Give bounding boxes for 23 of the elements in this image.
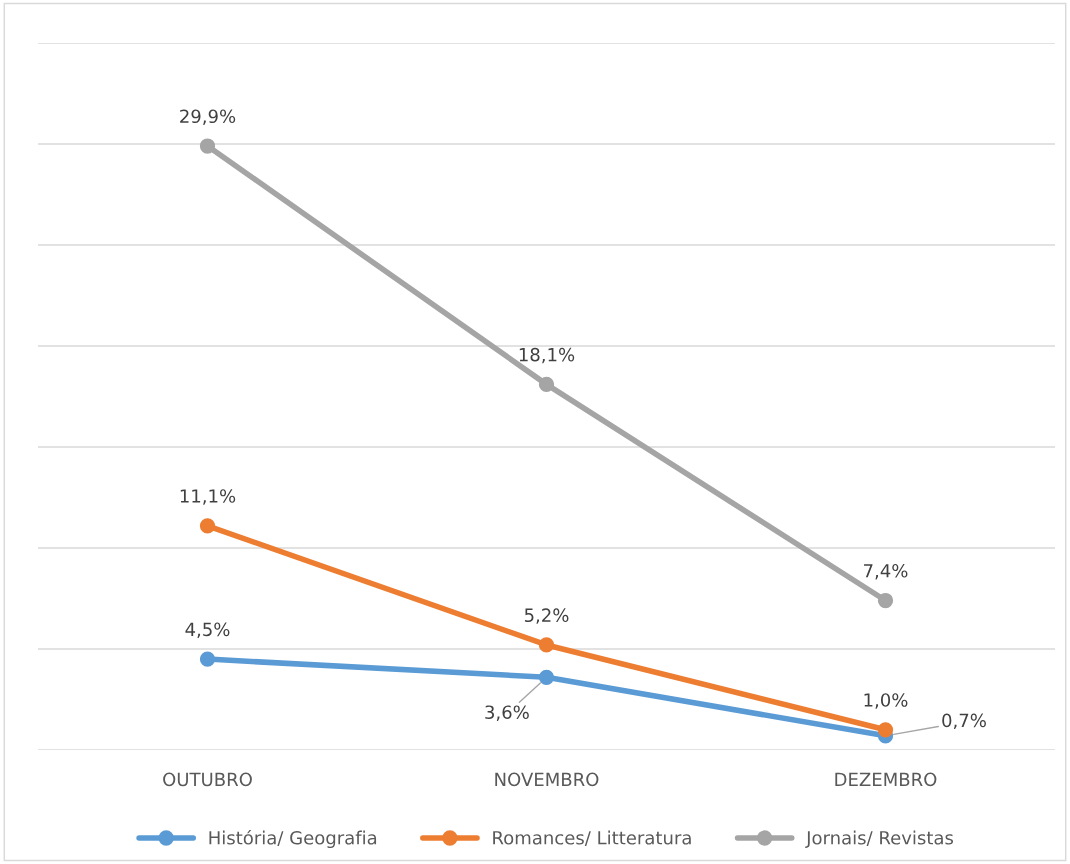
data-label: 5,2% [524,608,569,624]
point [538,669,555,685]
legend-label: Jornais/ Revistas [805,830,954,848]
legend-label: Romances/ Litteratura [493,830,691,846]
point [199,518,216,534]
data-label: 18,1% [519,347,575,364]
data-label: 0,7% [942,713,986,730]
point [538,637,555,653]
point [877,722,894,738]
point [199,138,216,154]
data-label: 11,1% [180,489,236,505]
point [877,592,894,609]
data-label: 29,9% [180,109,236,125]
data-label: 1,0% [864,693,908,709]
x-tick-label: DEZEMBRO [835,772,937,787]
data-label: 7,4% [864,563,908,580]
x-tick-label: NOVEMBRO [495,772,599,787]
point [538,376,555,393]
data-label: 4,5% [185,622,230,638]
point [199,651,216,667]
data-label: 3,6% [485,705,529,721]
legend-label: História/ Geografia [209,829,377,849]
x-tick-label: OUTUBRO [163,772,252,787]
